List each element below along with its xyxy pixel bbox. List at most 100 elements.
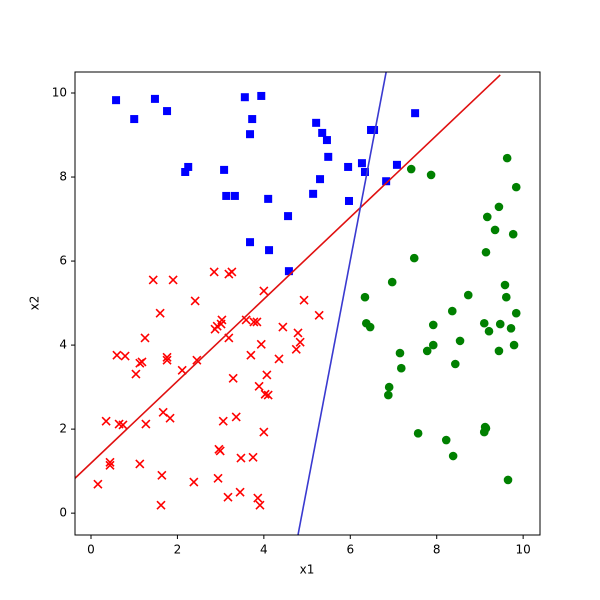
point (450, 359, 460, 369)
point (384, 382, 394, 392)
point (495, 319, 505, 329)
point (215, 446, 225, 456)
x-tick-label: 10 (516, 543, 531, 557)
point (150, 94, 159, 103)
point (135, 459, 145, 469)
point (155, 308, 165, 318)
point (482, 212, 492, 222)
point (148, 275, 158, 285)
point (360, 292, 370, 302)
point (291, 344, 301, 354)
point (241, 315, 251, 325)
point (344, 162, 353, 171)
point (228, 373, 238, 383)
point (189, 477, 199, 487)
point (490, 225, 500, 235)
point (501, 292, 511, 302)
point (162, 355, 172, 365)
point (252, 317, 262, 327)
point (240, 93, 249, 102)
point (227, 267, 237, 277)
point (157, 470, 167, 480)
point (455, 336, 465, 346)
point (236, 453, 246, 463)
point (192, 355, 202, 365)
point (406, 164, 416, 174)
point (481, 423, 491, 433)
point (448, 451, 458, 461)
point (395, 348, 405, 358)
point (278, 322, 288, 332)
point (120, 351, 130, 361)
point (365, 322, 375, 332)
point (168, 275, 178, 285)
point (190, 296, 200, 306)
point (284, 267, 293, 276)
point (387, 277, 397, 287)
x-tick-label: 2 (174, 543, 182, 557)
plot-frame (74, 71, 541, 536)
point (441, 435, 451, 445)
point (246, 350, 256, 360)
point (217, 315, 227, 325)
point (256, 339, 266, 349)
point (260, 389, 270, 399)
point (248, 452, 258, 462)
point (220, 165, 229, 174)
point (509, 340, 519, 350)
point (259, 286, 269, 296)
point (246, 238, 255, 247)
point (324, 152, 333, 161)
plot-area (75, 72, 521, 535)
point (118, 420, 128, 430)
point (481, 247, 491, 257)
point (314, 310, 324, 320)
point (284, 212, 293, 221)
point (506, 323, 516, 333)
point (370, 125, 379, 134)
x-tick-label: 6 (346, 543, 354, 557)
point (312, 118, 321, 127)
y-tick-label: 2 (59, 422, 67, 436)
point (105, 460, 115, 470)
point (360, 167, 369, 176)
point (293, 328, 303, 338)
point (411, 109, 420, 118)
point (249, 317, 259, 327)
point (409, 253, 419, 263)
point (231, 412, 241, 422)
point (494, 202, 504, 212)
x-tick-label: 8 (433, 543, 441, 557)
point (112, 96, 121, 105)
point (382, 177, 391, 186)
point (299, 295, 309, 305)
point (508, 229, 518, 239)
point (235, 487, 245, 497)
fit-line (75, 74, 501, 479)
point (392, 160, 401, 169)
fit-line (297, 72, 387, 535)
point (248, 115, 257, 124)
point (428, 320, 438, 330)
point (295, 337, 305, 347)
point (93, 479, 103, 489)
point (463, 290, 473, 300)
point (184, 162, 193, 171)
point (316, 175, 325, 184)
point (162, 352, 172, 362)
point (422, 346, 432, 356)
point (322, 136, 331, 145)
point (428, 340, 438, 350)
point (209, 267, 219, 277)
point (274, 354, 284, 364)
x-tick-label: 0 (87, 543, 95, 557)
point (131, 369, 141, 379)
point (101, 416, 111, 426)
y-tick-label: 8 (59, 170, 67, 184)
point (218, 416, 228, 426)
x-tick-label: 4 (260, 543, 268, 557)
y-tick-label: 4 (59, 338, 67, 352)
point (254, 381, 264, 391)
x-axis-label: x1 (300, 563, 315, 577)
point (447, 306, 457, 316)
